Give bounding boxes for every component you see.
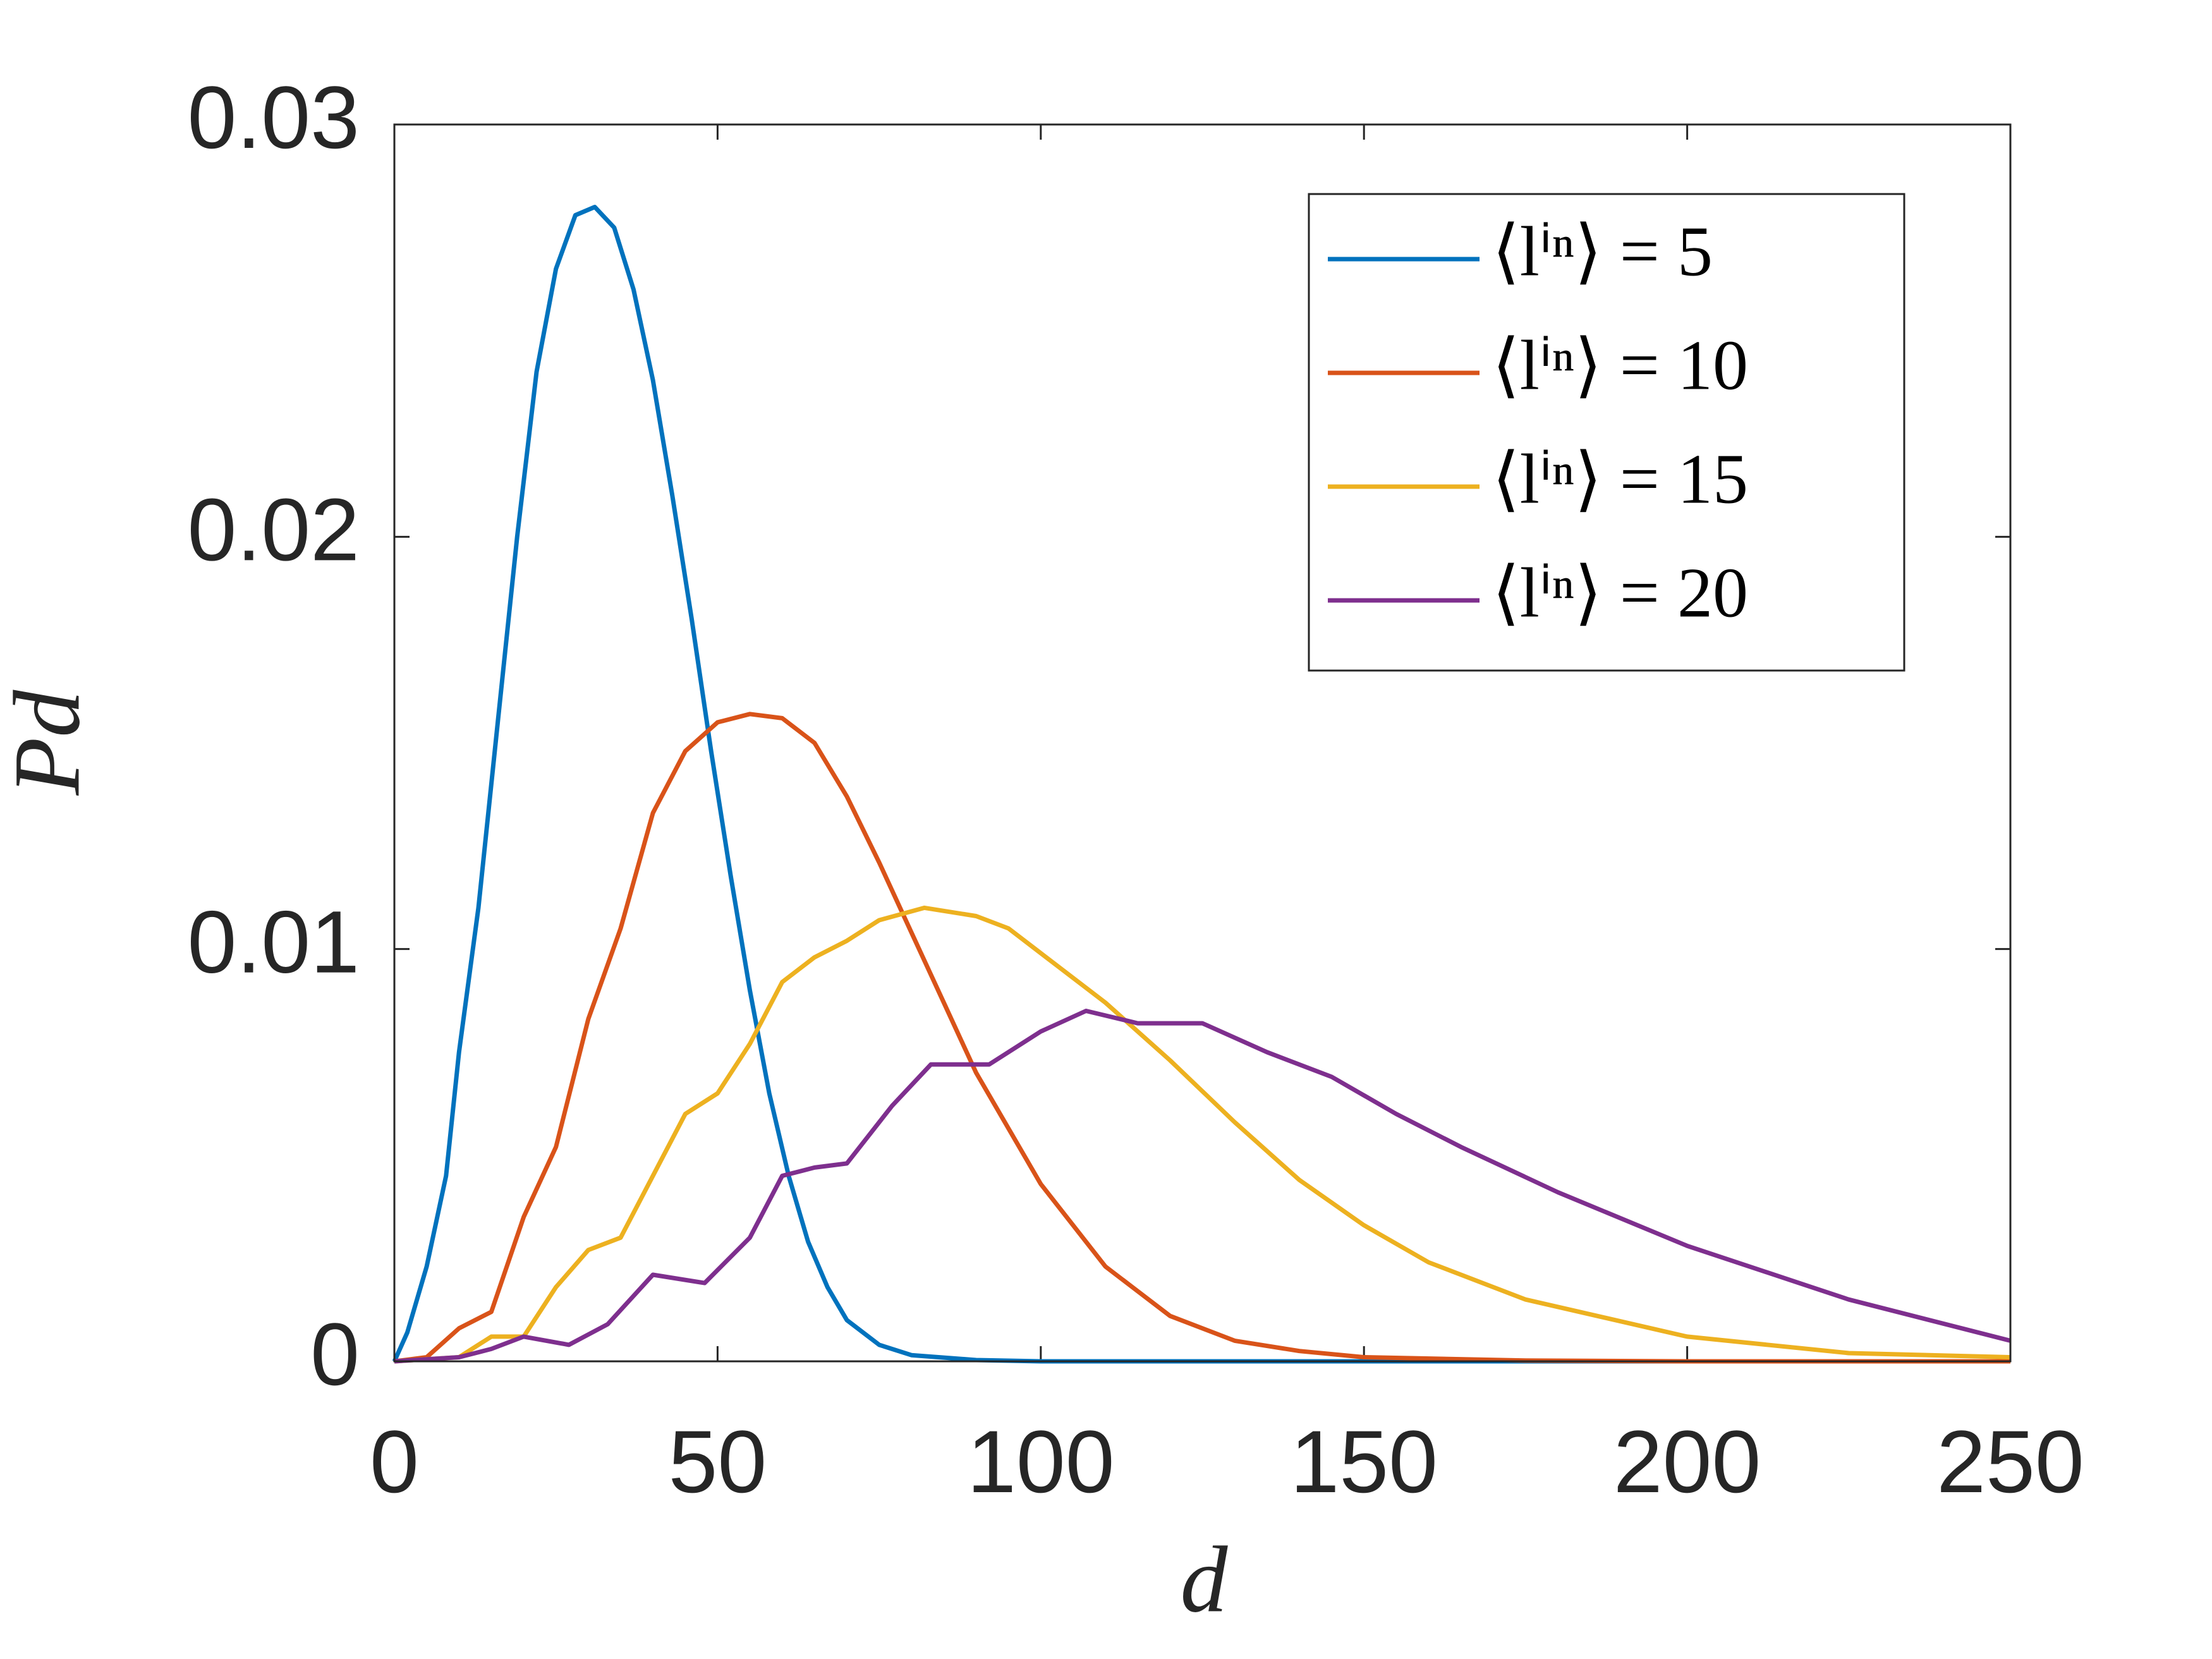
- x-tick-label: 200: [1613, 1412, 1761, 1511]
- legend-label: ⟨lⁱⁿ⟩ = 10: [1492, 327, 1748, 405]
- x-tick-label: 150: [1290, 1412, 1438, 1511]
- x-axis-label: d: [1181, 1527, 1229, 1632]
- y-tick-label: 0.01: [188, 892, 360, 992]
- x-tick-label: 100: [967, 1412, 1115, 1511]
- legend-label: ⟨lⁱⁿ⟩ = 5: [1492, 213, 1713, 291]
- x-tick-label: 50: [669, 1412, 767, 1511]
- series-line: [392, 205, 2010, 1364]
- series-line: [394, 1009, 2011, 1364]
- legend-label: ⟨lⁱⁿ⟩ = 15: [1492, 441, 1748, 519]
- y-axis-label: Pd: [0, 690, 99, 796]
- series-line: [394, 712, 2010, 1364]
- legend-box: [1308, 193, 1905, 672]
- plot-frame: [393, 123, 2012, 1363]
- series-line: [394, 905, 2011, 1364]
- y-tick-label: 0.02: [188, 480, 360, 579]
- x-tick-label: 250: [1936, 1412, 2084, 1511]
- legend-label: ⟨lⁱⁿ⟩ = 20: [1492, 554, 1748, 633]
- y-tick-label: 0: [310, 1304, 360, 1404]
- x-tick-label: 0: [370, 1412, 419, 1511]
- y-tick-label: 0.03: [188, 68, 360, 167]
